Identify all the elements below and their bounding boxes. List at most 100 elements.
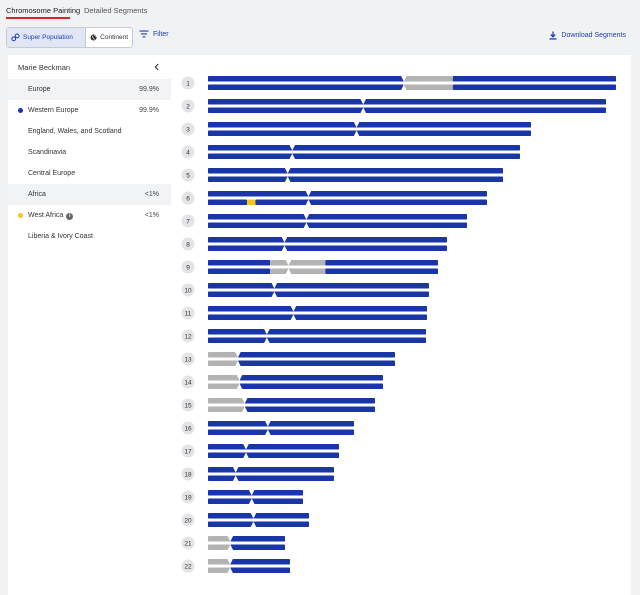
continent-label: Continent bbox=[100, 34, 128, 41]
segment-blue bbox=[208, 283, 429, 289]
segment-blue bbox=[208, 513, 309, 519]
centromere-top bbox=[227, 535, 234, 542]
segment-blue bbox=[230, 567, 290, 573]
ancestry-row[interactable]: Africa <1% bbox=[8, 184, 171, 205]
centromere-top bbox=[289, 144, 296, 151]
view-toggle: Super Population Continent bbox=[6, 27, 133, 48]
centromere-top bbox=[250, 512, 257, 519]
chromosome-11[interactable]: 11 bbox=[181, 305, 428, 321]
chromosome-22[interactable]: 22 bbox=[181, 558, 291, 574]
chromosome-8[interactable]: 8 bbox=[181, 236, 448, 252]
centromere-top bbox=[227, 558, 234, 565]
segment-gray bbox=[208, 406, 245, 412]
chromosome-number-badge bbox=[181, 398, 195, 412]
chromosome-19[interactable]: 19 bbox=[181, 489, 304, 505]
centromere-bottom bbox=[289, 153, 296, 160]
chromosome-chart: 1 2 3 4 5 6 7 8 9 10 11 12 13 14 15 16 17 18 19 20 21 22 bbox=[171, 55, 631, 595]
ancestry-row[interactable]: Liberia & Ivory Coast bbox=[8, 226, 171, 247]
segment-blue bbox=[208, 199, 248, 205]
chromosome-number: 11 bbox=[185, 310, 192, 317]
super-population-button[interactable]: Super Population bbox=[7, 28, 85, 47]
chromosome-number-badge bbox=[181, 536, 195, 550]
segment-blue bbox=[208, 498, 303, 504]
centromere-top bbox=[285, 259, 292, 266]
chromosome-3[interactable]: 3 bbox=[181, 121, 532, 137]
segment-blue bbox=[208, 245, 447, 251]
centromere-top bbox=[232, 466, 239, 473]
ancestry-row[interactable]: Europe 99.9% bbox=[8, 79, 171, 100]
chevron-left-icon[interactable] bbox=[153, 63, 161, 71]
ancestry-row[interactable]: Central Europe bbox=[8, 163, 171, 184]
segment-blue bbox=[230, 559, 290, 565]
segment-blue bbox=[244, 398, 375, 404]
chromosome-1[interactable]: 1 bbox=[181, 75, 617, 91]
tab-chromosome-painting[interactable]: Chromosome Painting bbox=[6, 6, 81, 15]
chromosome-number: 16 bbox=[184, 425, 192, 432]
centromere-bottom bbox=[284, 176, 291, 183]
chromosome-10[interactable]: 10 bbox=[181, 282, 430, 298]
chromosome-number-badge bbox=[181, 122, 195, 136]
chromosome-number: 5 bbox=[186, 172, 190, 179]
centromere-bottom bbox=[234, 360, 241, 367]
ancestry-sidebar: Marie Beckman Europe 99.9% Western Europe 9… bbox=[8, 55, 172, 595]
segment-blue bbox=[208, 222, 467, 228]
ancestry-row[interactable]: West Africa i <1% bbox=[8, 205, 171, 226]
centromere-bottom bbox=[236, 383, 243, 390]
chromosome-20[interactable]: 20 bbox=[181, 512, 310, 528]
download-segments-button[interactable]: Download Segments bbox=[549, 31, 626, 40]
chromosome-number-badge bbox=[181, 145, 195, 159]
tab-detailed-segments[interactable]: Detailed Segments bbox=[84, 6, 148, 15]
chromosome-14[interactable]: 14 bbox=[181, 374, 384, 390]
centromere-top bbox=[281, 236, 288, 243]
chromosome-number: 19 bbox=[184, 494, 192, 501]
centromere-bottom bbox=[250, 521, 257, 528]
person-name: Marie Beckman bbox=[18, 62, 71, 72]
chromosome-6[interactable]: 6 bbox=[181, 190, 488, 206]
download-label: Download Segments bbox=[561, 32, 626, 39]
segment-blue bbox=[208, 107, 606, 113]
segment-blue bbox=[325, 268, 438, 274]
chromosome-17[interactable]: 17 bbox=[181, 443, 340, 459]
ancestry-percent: <1% bbox=[144, 212, 159, 219]
chromosome-13[interactable]: 13 bbox=[181, 351, 396, 367]
chromosome-number-badge bbox=[181, 513, 195, 527]
chromosome-15[interactable]: 15 bbox=[181, 397, 376, 413]
continent-button[interactable]: Continent bbox=[86, 28, 132, 47]
centromere-bottom bbox=[263, 337, 270, 344]
centromere-bottom bbox=[242, 452, 249, 459]
ancestry-row[interactable]: Western Europe 99.9% bbox=[8, 100, 171, 121]
filter-label: Filter bbox=[153, 30, 169, 38]
chromosome-7[interactable]: 7 bbox=[181, 213, 468, 229]
chromosome-12[interactable]: 12 bbox=[181, 328, 427, 344]
segment-blue bbox=[208, 521, 309, 527]
filter-button[interactable]: Filter bbox=[139, 30, 169, 38]
chromosome-number: 21 bbox=[184, 540, 192, 547]
chromosome-9[interactable]: 9 bbox=[181, 259, 439, 275]
ancestry-row[interactable]: England, Wales, and Scotland bbox=[8, 121, 171, 142]
segment-blue bbox=[208, 444, 339, 450]
segment-gray bbox=[208, 567, 231, 573]
centromere-top bbox=[400, 75, 407, 82]
chromosome-16[interactable]: 16 bbox=[181, 420, 355, 436]
chromosome-2[interactable]: 2 bbox=[181, 98, 607, 114]
info-icon[interactable]: i bbox=[66, 212, 74, 220]
segment-blue bbox=[244, 406, 375, 412]
chromosome-number-badge bbox=[181, 329, 195, 343]
chromosome-18[interactable]: 18 bbox=[181, 466, 335, 482]
segment-blue bbox=[208, 122, 531, 128]
ancestry-label: Liberia & Ivory Coast bbox=[28, 233, 93, 240]
chromosome-21[interactable]: 21 bbox=[181, 535, 286, 551]
tab-bar: Chromosome Painting Detailed Segments bbox=[0, 0, 640, 20]
ancestry-label: West Africa i bbox=[28, 212, 145, 220]
segment-blue bbox=[208, 84, 404, 90]
ancestry-row[interactable]: Scandinavia bbox=[8, 142, 171, 163]
chromosome-number: 20 bbox=[184, 517, 192, 524]
ancestry-label: Scandinavia bbox=[28, 149, 67, 156]
centromere-bottom bbox=[281, 245, 288, 252]
centromere-top bbox=[303, 213, 310, 220]
segment-blue bbox=[208, 490, 303, 496]
chromosome-5[interactable]: 5 bbox=[181, 167, 504, 183]
chromosome-4[interactable]: 4 bbox=[181, 144, 521, 160]
ancestry-percent: 99.9% bbox=[139, 86, 159, 93]
